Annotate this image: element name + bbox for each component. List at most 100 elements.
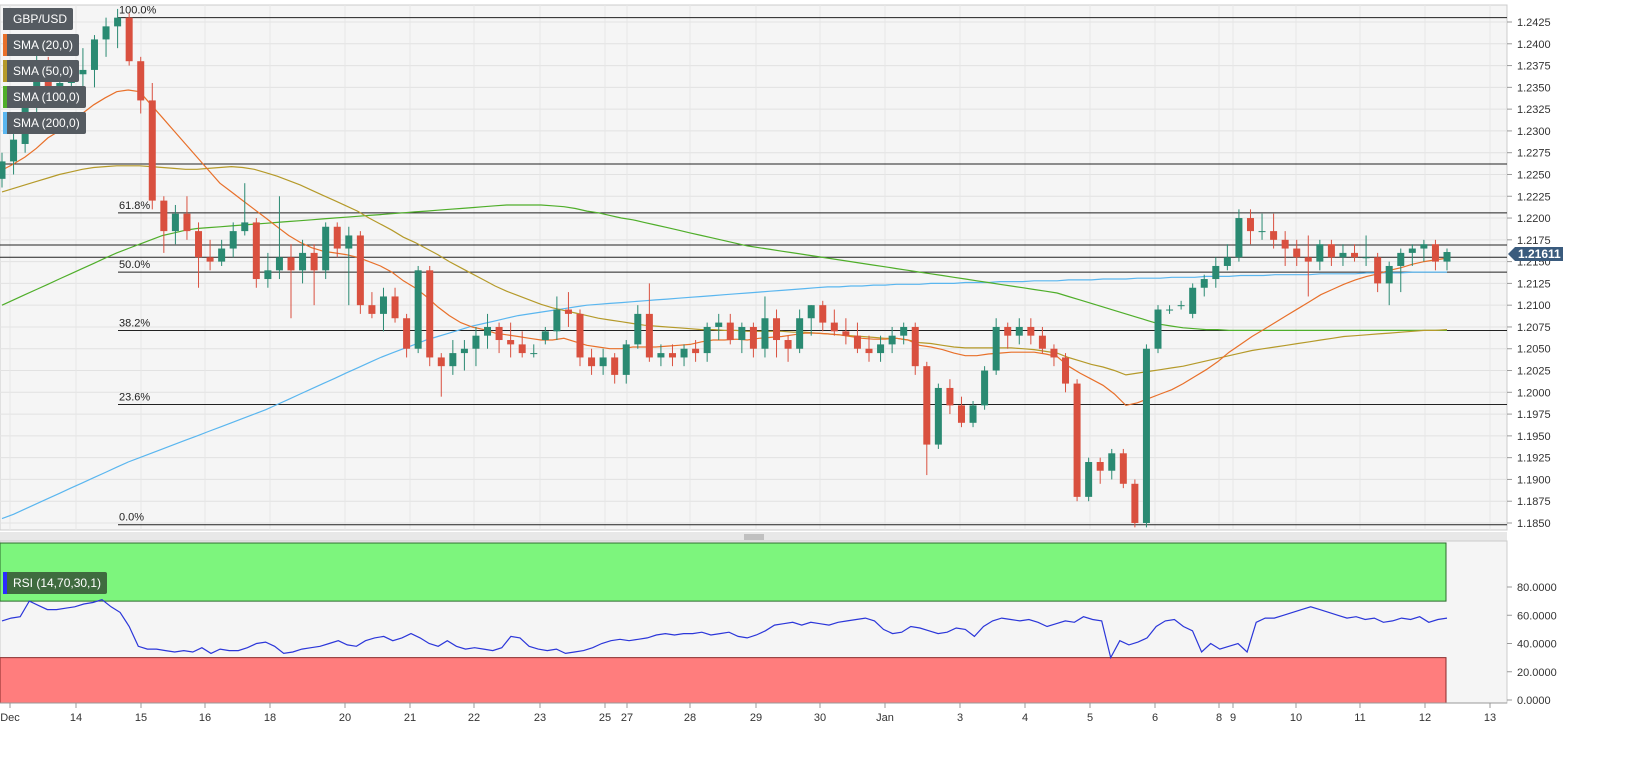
candle-body	[888, 335, 896, 345]
legend-sma20[interactable]: SMA (20,0)	[3, 34, 80, 56]
x-tick-label: 9	[1230, 712, 1236, 724]
candle-body	[102, 26, 110, 40]
candle-body	[1212, 265, 1220, 280]
candle-body	[148, 100, 156, 201]
x-tick-label: 10	[1290, 712, 1302, 724]
x-tick-label: 27	[621, 712, 633, 724]
candle-body	[1339, 252, 1347, 258]
candle-body	[934, 387, 942, 445]
candle-body	[599, 357, 607, 367]
legend-sma100-swatch	[3, 86, 7, 108]
x-tick-label: 4	[1022, 712, 1028, 724]
price-tick-label: 1.2125	[1517, 278, 1551, 290]
candle-body	[749, 326, 757, 349]
candle-body	[796, 318, 804, 349]
candle-body	[900, 326, 908, 336]
price-grid	[0, 5, 1507, 530]
candle-body	[703, 326, 711, 354]
price-panel-background	[0, 4, 1508, 531]
fibonacci-label: 100.0%	[119, 5, 157, 17]
candle-body	[1246, 218, 1254, 232]
candle-body	[275, 257, 283, 271]
candle-body	[992, 326, 1000, 371]
candle-body	[715, 322, 723, 327]
price-tick-label: 1.2400	[1517, 39, 1551, 51]
candle-body	[1258, 231, 1266, 233]
candle-body	[171, 213, 179, 232]
x-tick-label: 5	[1087, 712, 1093, 724]
splitter-grip-icon[interactable]	[744, 534, 764, 540]
candle-body	[299, 252, 307, 271]
candle-body	[1327, 244, 1335, 258]
indicator-legend: GBP/USD SMA (20,0) SMA (50,0) SMA (100,0…	[3, 8, 86, 134]
x-tick-label: 25	[599, 712, 611, 724]
candle-body	[160, 200, 168, 232]
candle-body	[1304, 257, 1312, 262]
candle-body	[472, 335, 480, 349]
candle-body	[530, 353, 538, 355]
candle-body	[1038, 335, 1046, 349]
candle-body	[206, 257, 214, 262]
candle-body	[218, 248, 226, 262]
legend-sma200[interactable]: SMA (200,0)	[3, 112, 86, 134]
candle-body	[668, 353, 676, 358]
x-tick-label: Jan	[876, 712, 894, 724]
candle-body	[738, 326, 746, 341]
price-tick-label: 1.2175	[1517, 235, 1551, 247]
price-tick-label: 1.2075	[1517, 322, 1551, 334]
price-tick-label: 1.2225	[1517, 191, 1551, 203]
candle-body	[137, 61, 145, 101]
candle-body	[657, 353, 665, 358]
rsi-legend[interactable]: RSI (14,70,30,1)	[3, 572, 108, 594]
candle-body	[414, 270, 422, 349]
candle-body	[645, 313, 653, 358]
candle-body	[773, 318, 781, 341]
candle-body	[1420, 244, 1428, 249]
price-tick-label: 1.2275	[1517, 148, 1551, 160]
candle-body	[1177, 305, 1185, 307]
x-tick-label: 14	[70, 712, 82, 724]
fibonacci-label: 23.6%	[119, 392, 150, 404]
rsi-tick-label: 20.0000	[1517, 667, 1557, 679]
candlesticks	[0, 8, 1451, 528]
candle-body	[957, 405, 965, 423]
candle-body	[807, 305, 815, 319]
candle-body	[495, 326, 503, 341]
x-tick-label: 16	[199, 712, 211, 724]
candle-body	[1085, 462, 1093, 497]
candle-body	[356, 235, 364, 306]
x-tick-label: 20	[339, 712, 351, 724]
x-tick-label: 21	[404, 712, 416, 724]
candle-body	[403, 318, 411, 349]
price-tick-label: 1.2350	[1517, 82, 1551, 94]
x-tick-label: 30	[814, 712, 826, 724]
x-tick-label: 18	[264, 712, 276, 724]
candle-body	[865, 348, 873, 354]
candle-body	[1431, 244, 1439, 262]
x-tick-label: 8	[1216, 712, 1222, 724]
candle-body	[241, 222, 249, 232]
price-y-axis: 1.2425 1.2400 1.2375 1.2350 1.2325 1.2300 1.22…	[1507, 17, 1551, 530]
candle-body	[437, 357, 445, 367]
candle-body	[842, 331, 850, 336]
candle-body	[1270, 231, 1278, 240]
horizontal-lines	[0, 163, 1507, 258]
price-tick-label: 1.2325	[1517, 104, 1551, 116]
legend-sma50[interactable]: SMA (50,0)	[3, 60, 80, 82]
rsi-legend-label: RSI (14,70,30,1)	[13, 576, 102, 590]
candle-body	[692, 348, 700, 354]
rsi-series-line	[1, 599, 1448, 660]
legend-symbol-swatch	[3, 8, 7, 30]
x-tick-label: 22	[468, 712, 480, 724]
legend-symbol[interactable]: GBP/USD	[3, 8, 74, 30]
fibonacci-label: 0.0%	[119, 512, 144, 524]
x-tick-label: 28	[684, 712, 696, 724]
rsi-tick-label: 60.0000	[1517, 610, 1557, 622]
candle-body	[1027, 326, 1035, 336]
x-tick-label: 12	[1419, 712, 1431, 724]
legend-sma100[interactable]: SMA (100,0)	[3, 86, 86, 108]
candle-body	[1235, 218, 1243, 258]
x-tick-label: 6	[1152, 712, 1158, 724]
